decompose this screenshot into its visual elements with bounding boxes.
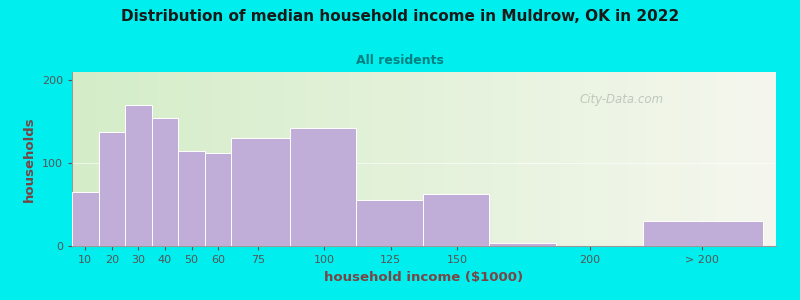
Bar — [422, 194, 489, 246]
Bar — [356, 200, 422, 246]
Text: Distribution of median household income in Muldrow, OK in 2022: Distribution of median household income … — [121, 9, 679, 24]
X-axis label: household income ($1000): household income ($1000) — [325, 271, 523, 284]
Bar — [205, 153, 231, 246]
Bar — [72, 192, 98, 246]
Bar — [643, 221, 762, 246]
Text: City-Data.com: City-Data.com — [579, 93, 663, 106]
Bar — [98, 132, 125, 246]
Bar — [178, 151, 205, 246]
Text: All residents: All residents — [356, 54, 444, 67]
Bar — [489, 243, 555, 246]
Bar — [231, 138, 290, 246]
Y-axis label: households: households — [23, 116, 36, 202]
Bar — [152, 118, 178, 246]
Bar — [125, 105, 152, 246]
Bar — [290, 128, 356, 246]
